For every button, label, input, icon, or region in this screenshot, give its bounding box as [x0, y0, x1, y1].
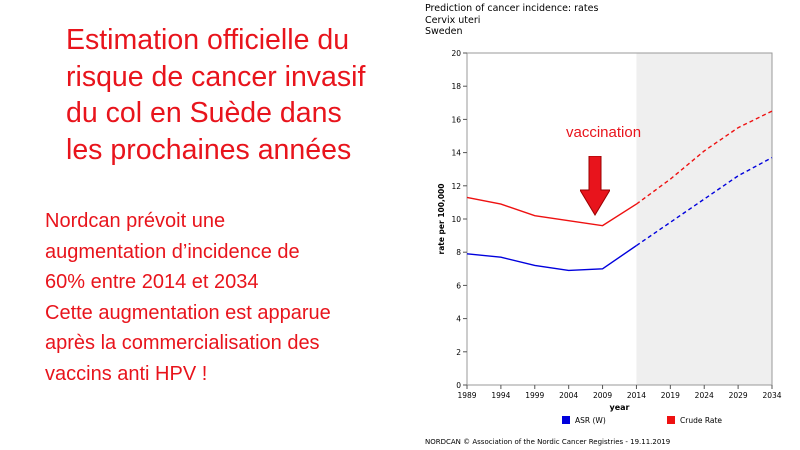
x-tick-label: 2014	[627, 391, 646, 400]
body-line: après la commercialisation des	[45, 332, 320, 354]
x-tick-label: 2009	[593, 391, 612, 400]
body-line: Cette augmentation est apparue	[45, 301, 331, 324]
y-tick-label: 2	[456, 348, 461, 357]
y-tick-label: 4	[456, 315, 461, 324]
x-tick-label: 2019	[661, 391, 680, 400]
body-line: vaccins anti HPV !	[45, 362, 208, 385]
slide-title-line: risque de cancer invasif	[66, 60, 366, 93]
slide-title-line: les prochaines années	[66, 133, 352, 166]
slide-title: Estimation officielle du risque de cance…	[66, 22, 406, 168]
series-line-projected	[636, 156, 773, 247]
x-tick-label: 2029	[729, 391, 748, 400]
x-tick-label: 2004	[559, 391, 578, 400]
slide-title-line: du col en Suède dans	[66, 97, 342, 129]
figure-subtitle-country: Sweden	[425, 26, 463, 37]
y-tick-label: 12	[451, 182, 461, 191]
y-tick-label: 0	[456, 381, 461, 390]
y-tick-label: 18	[451, 82, 461, 91]
x-tick-label: 1989	[457, 391, 476, 400]
incidence-line-chart: 0 2 4 6 8 10 12 14 16 18 20 1989 1994 1999 2004 2009 201…	[437, 49, 782, 425]
copyright-footer: NORDCAN © Association of the Nordic Canc…	[425, 438, 671, 446]
legend-label: Crude Rate	[680, 416, 722, 425]
legend-label: ASR (W)	[575, 416, 606, 425]
body-line: 60% entre 2014 et 2034	[45, 271, 259, 293]
x-tick-label: 1999	[525, 391, 544, 400]
x-axis-title: year	[610, 403, 630, 412]
figure-subtitle-cancer: Cervix uteri	[425, 14, 481, 26]
x-tick-label: 1994	[491, 391, 510, 400]
y-axis-title: rate per 100,000	[437, 184, 446, 255]
slide-title-line: Estimation officielle du	[66, 24, 350, 56]
y-tick-label: 14	[451, 149, 461, 158]
vaccination-annotation: vaccination	[566, 124, 642, 141]
y-tick-label: 16	[451, 115, 461, 124]
series-line-observed	[466, 244, 637, 272]
body-line: Nordcan prévoit une	[45, 210, 226, 232]
y-tick-label: 6	[456, 281, 461, 290]
x-tick-label: 2024	[695, 391, 714, 400]
projection-shaded-area	[636, 53, 772, 385]
series-line-observed	[466, 196, 637, 227]
y-tick-label: 20	[451, 49, 461, 58]
y-tick-label: 10	[451, 215, 461, 224]
down-arrow-icon	[580, 156, 610, 216]
legend-swatch	[667, 416, 675, 424]
figure-title-line: Prediction of cancer incidence: rates	[425, 3, 599, 14]
x-tick-label: 2034	[762, 391, 781, 400]
slide-body-text: Nordcan prévoit une augmentation d’incid…	[45, 206, 405, 389]
body-line: augmentation d’incidence de	[45, 240, 300, 263]
figure-title: Prediction of cancer incidence: rates Ce…	[425, 3, 598, 38]
series-line-projected	[636, 110, 773, 205]
legend-swatch	[562, 416, 570, 424]
y-tick-label: 8	[456, 248, 461, 257]
